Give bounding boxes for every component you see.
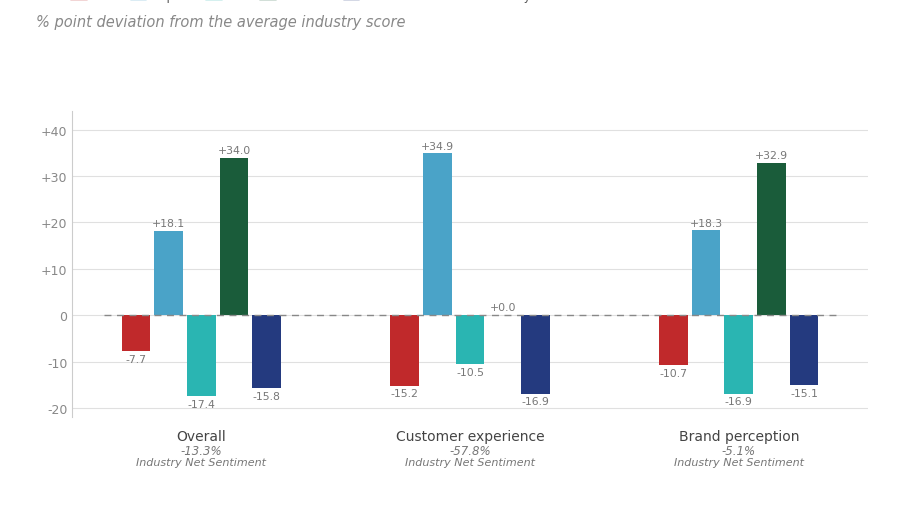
Text: Customer experience: Customer experience — [396, 429, 544, 443]
Text: Industry Net Sentiment: Industry Net Sentiment — [673, 457, 803, 467]
Bar — [187, 316, 216, 396]
Bar — [423, 154, 452, 316]
Text: -57.8%: -57.8% — [449, 444, 490, 457]
Text: -15.1: -15.1 — [789, 388, 817, 398]
Text: +18.1: +18.1 — [152, 219, 185, 229]
Text: -10.5: -10.5 — [456, 367, 483, 377]
Text: % point deviation from the average industry score: % point deviation from the average indus… — [36, 15, 405, 30]
Bar — [789, 316, 817, 385]
Text: Industry Net Sentiment: Industry Net Sentiment — [405, 457, 535, 467]
Text: -15.8: -15.8 — [253, 391, 280, 402]
Bar — [252, 316, 281, 389]
Text: -7.7: -7.7 — [126, 354, 146, 364]
Text: +34.0: +34.0 — [217, 146, 250, 155]
Bar — [723, 316, 752, 394]
Text: -5.1%: -5.1% — [721, 444, 755, 457]
Text: +32.9: +32.9 — [754, 151, 787, 160]
Text: -15.2: -15.2 — [390, 389, 418, 399]
Bar — [756, 163, 785, 316]
Bar — [122, 316, 150, 351]
Text: Industry Net Sentiment: Industry Net Sentiment — [136, 457, 266, 467]
Text: Overall: Overall — [176, 429, 226, 443]
Text: -16.9: -16.9 — [724, 397, 752, 407]
Bar — [691, 231, 720, 316]
Bar — [520, 316, 549, 394]
Legend: Absa, Capitec, FNB, Nedbank, Standard Bank, Industry Net Sentiment: Absa, Capitec, FNB, Nedbank, Standard Ba… — [70, 0, 619, 3]
Bar — [390, 316, 419, 386]
Text: -10.7: -10.7 — [659, 368, 686, 378]
Bar — [219, 158, 248, 316]
Text: +18.3: +18.3 — [689, 218, 721, 228]
Text: Brand perception: Brand perception — [678, 429, 798, 443]
Bar — [658, 316, 687, 365]
Bar — [154, 232, 183, 316]
Text: -16.9: -16.9 — [521, 397, 549, 407]
Text: +34.9: +34.9 — [421, 142, 453, 151]
Bar — [455, 316, 484, 364]
Text: +0.0: +0.0 — [489, 303, 516, 313]
Text: -13.3%: -13.3% — [181, 444, 222, 457]
Text: -17.4: -17.4 — [187, 399, 215, 409]
